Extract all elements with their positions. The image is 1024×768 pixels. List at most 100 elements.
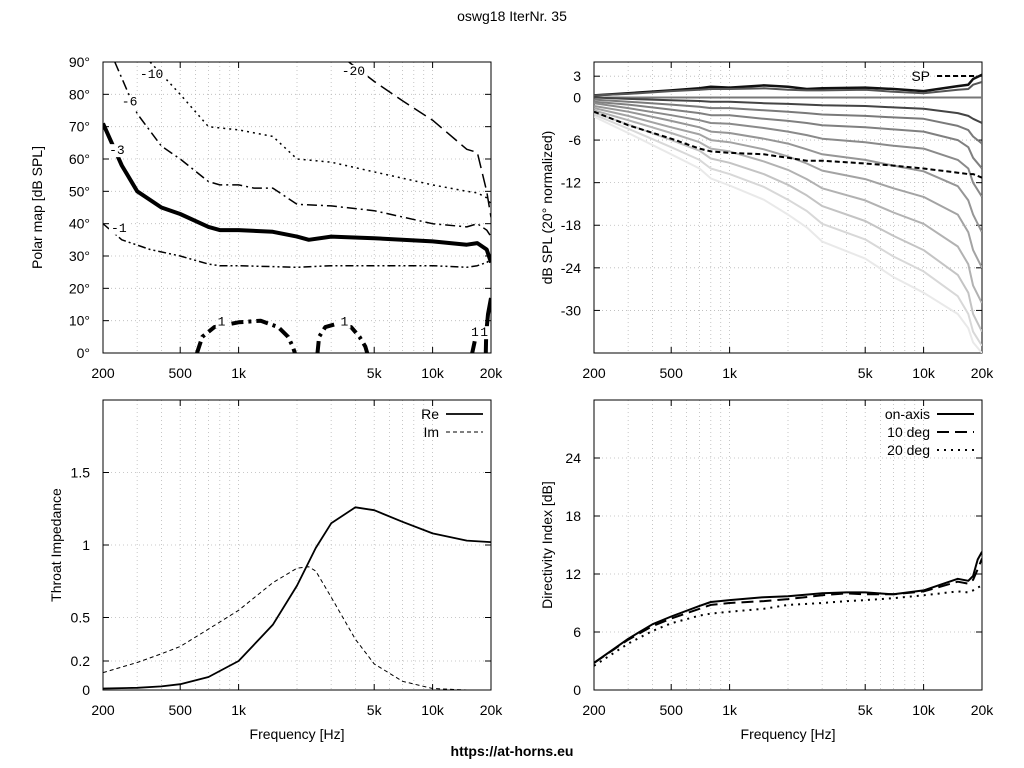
x-tick-label: 500 bbox=[660, 702, 684, 718]
x-tick-label: 10k bbox=[421, 702, 445, 718]
contour-label-bg bbox=[338, 315, 351, 329]
series-line-4 bbox=[594, 98, 982, 145]
contour-line-1 bbox=[315, 321, 370, 353]
y-tick-label: 0.2 bbox=[71, 653, 91, 669]
x-tick-label: 200 bbox=[91, 365, 115, 381]
y-tick-label: 40° bbox=[69, 216, 90, 232]
y-tick-label: 6 bbox=[573, 624, 581, 640]
legend-label: on-axis bbox=[885, 406, 930, 422]
y-tick-label: -30 bbox=[561, 302, 581, 318]
contour-label-bg bbox=[137, 68, 166, 82]
legend-label: Im bbox=[423, 424, 439, 440]
y-tick-label: 50° bbox=[69, 183, 90, 199]
y-tick-label: 80° bbox=[69, 86, 90, 102]
y-tick-label: 24 bbox=[565, 450, 581, 466]
y-axis-label: Throat Impedance bbox=[48, 488, 64, 602]
x-axis-label: Frequency [Hz] bbox=[250, 726, 345, 742]
y-tick-label: 10° bbox=[69, 313, 90, 329]
footer-url: https://at-horns.eu bbox=[450, 743, 574, 759]
series-line-7 bbox=[594, 105, 982, 233]
x-tick-label: 10k bbox=[421, 365, 445, 381]
x-tick-label: 5k bbox=[367, 702, 383, 718]
y-tick-label: 60° bbox=[69, 151, 90, 167]
x-tick-label: 20k bbox=[971, 702, 995, 718]
y-tick-label: 90° bbox=[69, 54, 90, 70]
contour-line--10 bbox=[149, 62, 491, 205]
contour-line--20 bbox=[348, 62, 491, 218]
series-line-3 bbox=[594, 96, 982, 124]
contour-label: -3 bbox=[109, 143, 125, 158]
series-line-12 bbox=[594, 115, 982, 353]
x-tick-label: 500 bbox=[660, 365, 684, 381]
y-tick-label: -12 bbox=[561, 175, 581, 191]
x-tick-label: 20k bbox=[971, 365, 995, 381]
panel-normalized-spl: 200 500 1k 5k 10k 20k 3 0 -6 -12 -18 -24 -30 dB SPL (… bbox=[539, 61, 995, 381]
series-line-10-deg bbox=[594, 558, 982, 664]
data-layer bbox=[594, 73, 982, 353]
x-tick-label: 200 bbox=[582, 702, 606, 718]
x-tick-label: 1k bbox=[231, 702, 247, 718]
x-tick-label: 1k bbox=[722, 702, 738, 718]
contour-label: -6 bbox=[122, 95, 138, 110]
y-tick-label: 12 bbox=[565, 566, 581, 582]
y-tick-label: 70° bbox=[69, 119, 90, 135]
y-tick-label: 0.5 bbox=[71, 610, 91, 626]
legend-label: Re bbox=[421, 406, 439, 422]
y-tick-label: 18 bbox=[565, 508, 581, 524]
contour-label-bg bbox=[478, 326, 491, 340]
contour-label-bg bbox=[109, 221, 130, 235]
y-tick-label: -6 bbox=[569, 132, 582, 148]
x-tick-label: 5k bbox=[367, 365, 383, 381]
contour-label-bg bbox=[339, 64, 368, 78]
series-line-10 bbox=[594, 111, 982, 333]
y-tick-label: 0 bbox=[82, 682, 90, 698]
plot-frame bbox=[593, 399, 983, 691]
legend-label: 10 deg bbox=[887, 424, 930, 440]
panel-throat-impedance: 200 500 1k 5k 10k 20k 0 0.2 0.5 1 1.5 Throat Impeda… bbox=[48, 399, 503, 742]
x-tick-label: 10k bbox=[912, 702, 936, 718]
contour-label-bg bbox=[107, 144, 128, 158]
series-line-1 bbox=[594, 80, 982, 97]
y-tick-label: 0 bbox=[573, 89, 581, 105]
y-tick-label: 0 bbox=[573, 682, 581, 698]
contour-label: -20 bbox=[342, 64, 365, 79]
contour-label: 1 bbox=[340, 315, 348, 330]
data-layer bbox=[103, 62, 491, 353]
series-line-8 bbox=[594, 107, 982, 269]
y-tick-label: -24 bbox=[561, 260, 581, 276]
series-line-re bbox=[103, 506, 491, 690]
contour-label: -10 bbox=[140, 67, 163, 82]
x-tick-label: 200 bbox=[91, 702, 115, 718]
contour-line-1 bbox=[195, 318, 297, 353]
plot-frame bbox=[102, 61, 492, 354]
series-line-sp bbox=[594, 110, 982, 179]
x-tick-label: 5k bbox=[858, 365, 874, 381]
x-tick-label: 1k bbox=[722, 365, 738, 381]
x-tick-label: 500 bbox=[169, 365, 193, 381]
series-line-11 bbox=[594, 113, 982, 347]
y-axis-label: Directivity Index [dB] bbox=[539, 481, 555, 609]
x-tick-label: 20k bbox=[480, 365, 504, 381]
contour-label: 1 bbox=[480, 325, 488, 340]
contour-label: 1 bbox=[471, 325, 479, 340]
chart-title: oswg18 IterNr. 35 bbox=[457, 8, 567, 24]
series-line-on-axis bbox=[594, 551, 982, 664]
contour-line-1 bbox=[470, 329, 480, 353]
series-line-6 bbox=[594, 102, 982, 198]
y-tick-label: 3 bbox=[573, 68, 581, 84]
series-line-im bbox=[103, 566, 491, 690]
x-tick-label: 500 bbox=[169, 702, 193, 718]
contour-label-bg bbox=[215, 315, 228, 329]
contour-label: 1 bbox=[218, 315, 226, 330]
contour-label: -1 bbox=[111, 221, 127, 236]
x-axis-label: Frequency [Hz] bbox=[741, 726, 836, 742]
data-layer bbox=[594, 551, 982, 667]
x-tick-label: 5k bbox=[858, 702, 874, 718]
y-tick-label: 30° bbox=[69, 248, 90, 264]
data-layer bbox=[103, 506, 491, 690]
legend-label: 20 deg bbox=[887, 442, 930, 458]
contour-line--6 bbox=[114, 62, 491, 238]
series-line-20-deg bbox=[594, 584, 982, 667]
series-line-9 bbox=[594, 109, 982, 304]
